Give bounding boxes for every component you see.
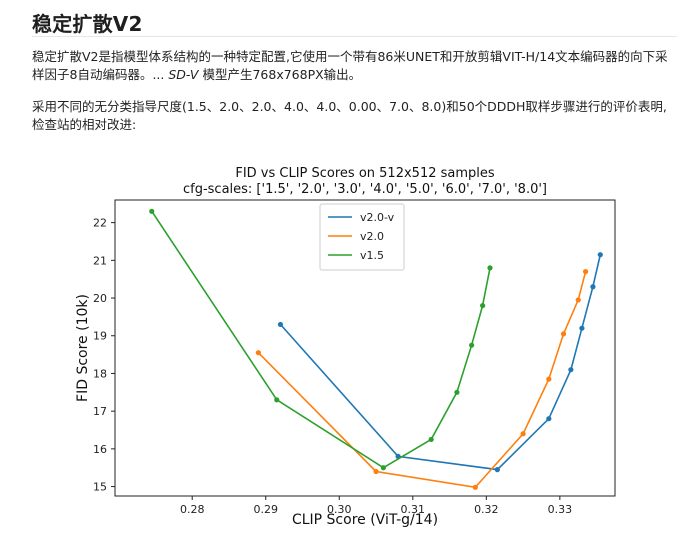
data-point-v2.0-v [568,367,574,373]
data-point-v1.5 [380,465,386,471]
y-tick-label: 20 [93,292,107,305]
data-point-v1.5 [454,389,460,395]
y-tick-label: 21 [93,254,107,267]
legend-label: v1.5 [360,249,384,262]
x-tick-label: 0.31 [401,503,426,516]
x-axis-label: CLIP Score (ViT-g/14) [292,512,438,528]
x-tick-label: 0.30 [327,503,352,516]
data-point-v2.0-v [546,416,552,422]
x-tick-label: 0.29 [253,503,278,516]
legend-label: v2.0-v [360,211,395,224]
title-divider [32,36,677,37]
evaluation-paragraph: 采用不同的无分类指导尺度(1.5、2.0、2.0、4.0、4.0、0.00、7.… [32,99,667,132]
model-name-italic: SD-V [168,67,199,82]
data-point-v2.0-v [597,252,603,258]
data-point-v2.0 [546,376,552,382]
y-tick-label: 18 [93,367,107,380]
data-point-v2.0-v [590,284,596,290]
data-point-v2.0 [373,468,379,475]
data-point-v2.0 [255,350,261,356]
x-tick-label: 0.28 [180,503,205,516]
data-point-v2.0-v [494,467,500,473]
y-tick-label: 17 [93,405,107,418]
data-point-v1.5 [428,436,434,443]
chart-title: FID vs CLIP Scores on 512x512 samples [235,166,495,181]
plot-area [114,199,616,497]
data-point-v1.5 [469,342,475,348]
data-point-v1.5 [487,265,493,271]
chart-svg: FID vs CLIP Scores on 512x512 samples cf… [75,166,616,528]
data-point-v2.0 [520,431,526,437]
y-tick-label: 19 [93,330,107,343]
series-line-v2.0 [257,271,587,489]
series-line-v2.0-v [279,254,602,471]
y-axis-label: FID Score (10k) [75,294,91,402]
chart-subtitle: cfg-scales: ['1.5', '2.0', '3.0', '4.0',… [183,182,547,197]
legend-label: v2.0 [360,230,384,243]
data-point-v2.0 [472,484,478,490]
y-tick-label: 22 [93,217,107,230]
data-point-v2.0-v [277,321,284,328]
data-point-v2.0 [575,297,581,303]
description-text-b: 模型产生768x768PX输出。 [198,67,362,82]
x-tick-label: 0.33 [548,503,573,516]
x-tick-label: 0.32 [474,503,499,516]
data-point-v1.5 [149,208,155,214]
data-point-v2.0-v [579,325,585,331]
legend-box [319,203,405,271]
page-title: 稳定扩散V2 [32,12,143,36]
y-tick-label: 16 [93,443,107,456]
data-point-v1.5 [480,302,486,309]
data-point-v2.0 [582,269,589,275]
data-point-v1.5 [274,397,280,403]
description-paragraph: 稳定扩散V2是指模型体系结构的一种特定配置,它使用一个带有86米UNET和开放剪… [32,48,677,84]
series-line-v1.5 [151,210,491,469]
y-tick-label: 15 [93,481,107,494]
description-text-a: 稳定扩散V2是指模型体系结构的一种特定配置,它使用一个带有86米UNET和开放剪… [32,49,668,82]
fid-clip-chart: FID vs CLIP Scores on 512x512 samples cf… [70,160,630,533]
chart-legend: v2.0-v v2.0 v1.5 [319,203,405,271]
data-point-v2.0 [560,331,567,337]
